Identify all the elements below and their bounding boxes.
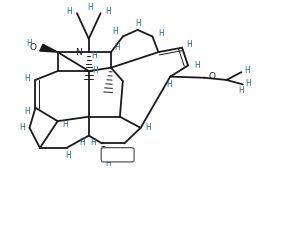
Text: H: H [91,51,97,60]
Text: H: H [114,43,120,52]
Text: H: H [26,39,31,48]
Text: H: H [65,150,71,159]
Text: N: N [75,48,82,57]
Text: H: H [62,119,68,128]
Text: O: O [29,43,36,52]
Text: H: H [19,122,25,131]
Text: H: H [112,27,118,36]
Text: H: H [145,123,151,132]
Text: H: H [24,73,30,82]
Text: H: H [158,28,164,37]
Text: H: H [106,158,112,167]
Text: H: H [92,66,98,75]
Text: H: H [67,7,72,16]
Text: H: H [87,2,93,11]
Text: O: O [209,72,216,81]
Text: H: H [239,86,244,95]
Text: H: H [166,79,172,88]
Text: H: H [135,18,141,27]
Text: H: H [244,65,250,74]
Text: Abs: Abs [110,151,126,160]
Text: H: H [194,61,200,70]
Text: H: H [105,7,111,16]
Text: H: H [245,78,251,87]
FancyBboxPatch shape [101,148,134,162]
Text: H: H [187,40,192,49]
Text: H: H [90,138,96,147]
Text: H: H [24,106,30,115]
Text: H: H [79,138,85,147]
Polygon shape [40,45,58,53]
